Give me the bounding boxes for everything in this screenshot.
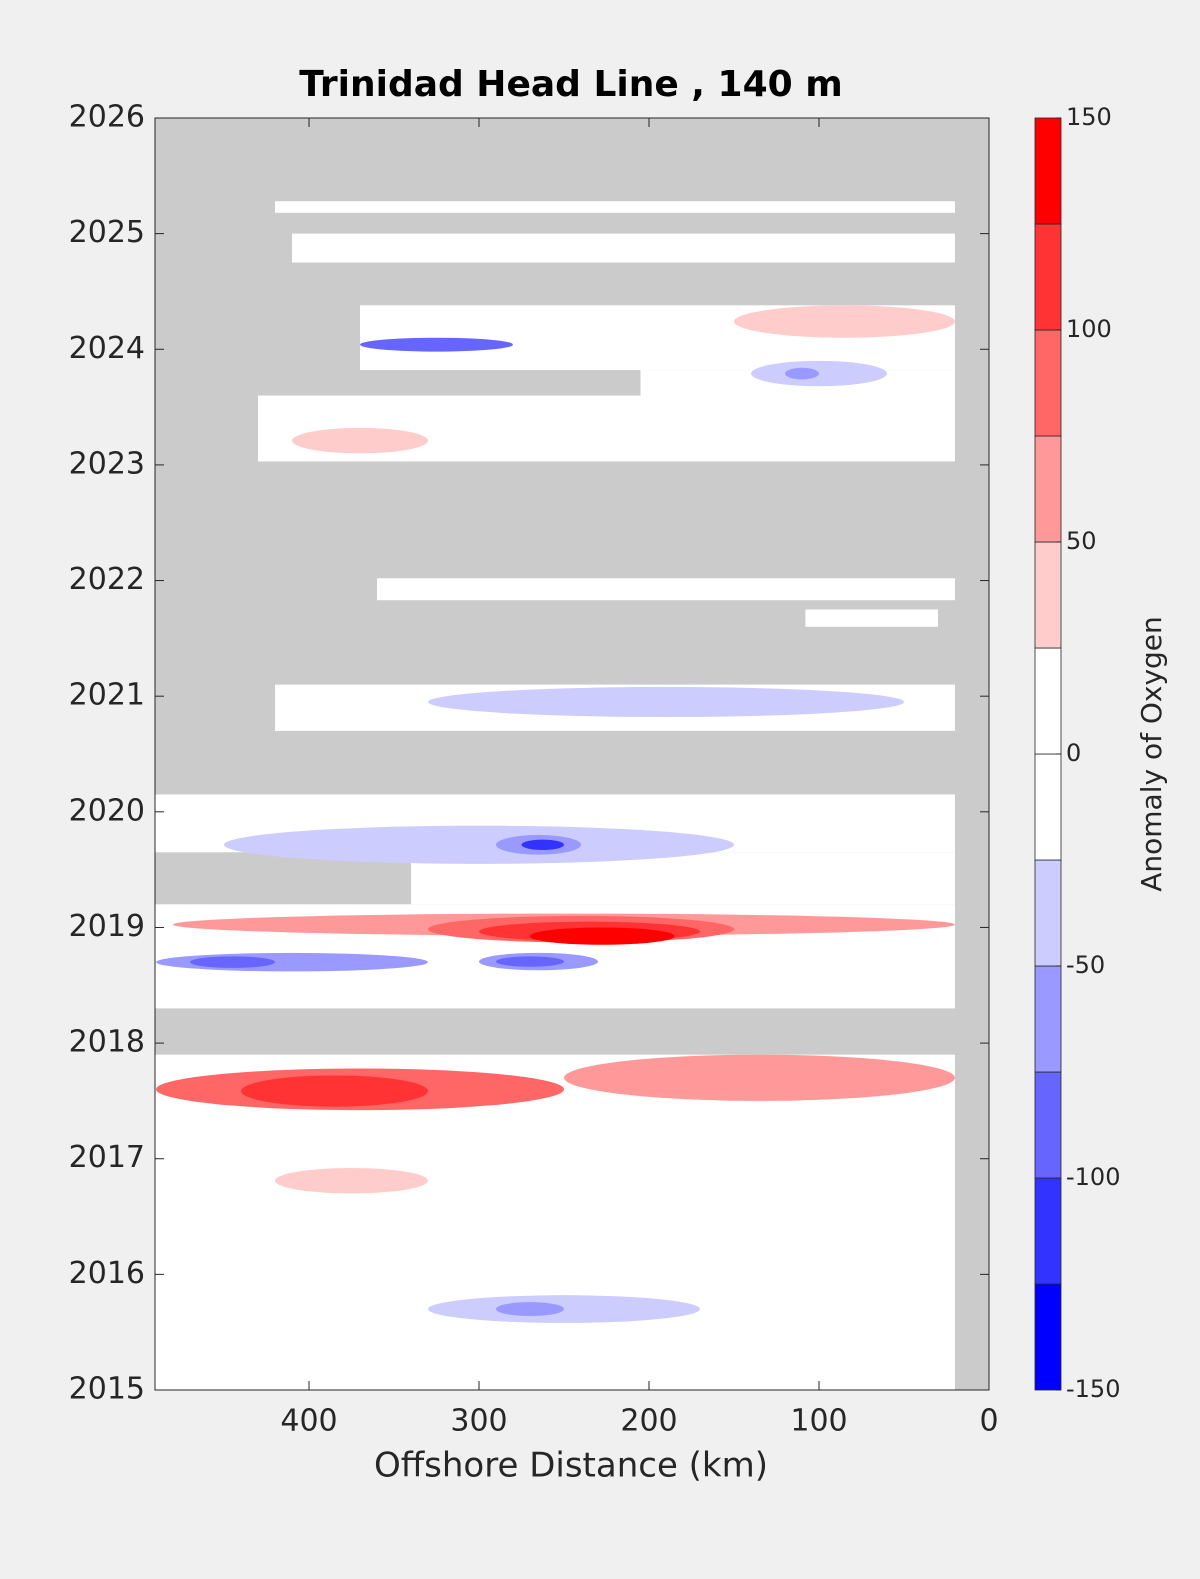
anomaly-patch — [751, 360, 888, 387]
field — [155, 201, 956, 1390]
anomaly-patch — [734, 305, 956, 338]
y-tick-label: 2020 — [69, 793, 145, 828]
y-tick-label: 2019 — [69, 909, 145, 944]
colorbar-tick-label: -50 — [1066, 951, 1105, 979]
y-tick-label: 2017 — [69, 1140, 145, 1175]
colorbar-tick-label: 50 — [1066, 527, 1097, 555]
y-tick-label: 2016 — [69, 1256, 145, 1291]
y-tick-label: 2022 — [69, 562, 145, 597]
anomaly-patch — [360, 337, 514, 352]
x-axis-label: Offshore Distance (km) — [374, 1446, 768, 1486]
colorbar-label: Anomaly of Oxygen — [1135, 616, 1168, 892]
colorbar-tick-label: -150 — [1066, 1375, 1120, 1403]
colorbar-tick-label: 150 — [1066, 103, 1112, 131]
anomaly-patch — [224, 825, 735, 864]
colorbar-band — [1034, 753, 1062, 861]
y-tick-label: 2024 — [69, 331, 145, 366]
y-tick-label: 2023 — [69, 446, 145, 481]
colorbar-band — [1034, 1283, 1062, 1391]
colorbar-tick-label: 100 — [1066, 315, 1112, 343]
anomaly-patch — [496, 956, 565, 967]
plot-frame — [154, 117, 990, 1391]
data-coverage — [292, 233, 956, 263]
colorbar-band — [1034, 117, 1062, 225]
colorbar-band — [1034, 1071, 1062, 1179]
colorbar-band — [1034, 435, 1062, 543]
colorbar-tick-label: 0 — [1066, 739, 1081, 767]
y-tick-label: 2018 — [69, 1025, 145, 1060]
data-coverage — [377, 578, 956, 601]
anomaly-patch — [190, 956, 276, 968]
anomaly-patch — [785, 367, 820, 380]
y-tick-label: 2015 — [69, 1372, 145, 1407]
data-coverage — [155, 1054, 956, 1390]
colorbar-band — [1034, 647, 1062, 755]
colorbar-band — [1034, 329, 1062, 437]
anomaly-patch — [530, 927, 675, 945]
colorbar-band — [1034, 859, 1062, 967]
colorbar-band — [1034, 541, 1062, 649]
colorbar-band — [1034, 965, 1062, 1073]
anomaly-patch — [292, 427, 429, 454]
anomaly-patch — [428, 686, 905, 717]
y-tick-label: 2025 — [69, 215, 145, 250]
data-coverage — [805, 609, 939, 627]
x-tick-label: 400 — [280, 1404, 337, 1439]
data-coverage — [275, 201, 956, 213]
x-tick-label: 200 — [620, 1404, 677, 1439]
anomaly-patch — [564, 1054, 956, 1101]
anomaly-patch — [241, 1075, 429, 1107]
colorbar-tick-label: -100 — [1066, 1163, 1120, 1191]
x-tick-label: 0 — [979, 1404, 998, 1439]
anomaly-patch — [521, 839, 565, 850]
x-tick-label: 100 — [790, 1404, 847, 1439]
y-tick-label: 2026 — [69, 100, 145, 135]
anomaly-patch — [275, 1167, 429, 1194]
colorbar-band — [1034, 223, 1062, 331]
chart-title: Trinidad Head Line , 140 m — [299, 64, 842, 105]
x-tick-label: 300 — [450, 1404, 507, 1439]
colorbar-band — [1034, 1177, 1062, 1285]
anomaly-patch — [496, 1302, 565, 1316]
y-tick-label: 2021 — [69, 678, 145, 713]
anomaly-patch — [428, 1295, 701, 1323]
